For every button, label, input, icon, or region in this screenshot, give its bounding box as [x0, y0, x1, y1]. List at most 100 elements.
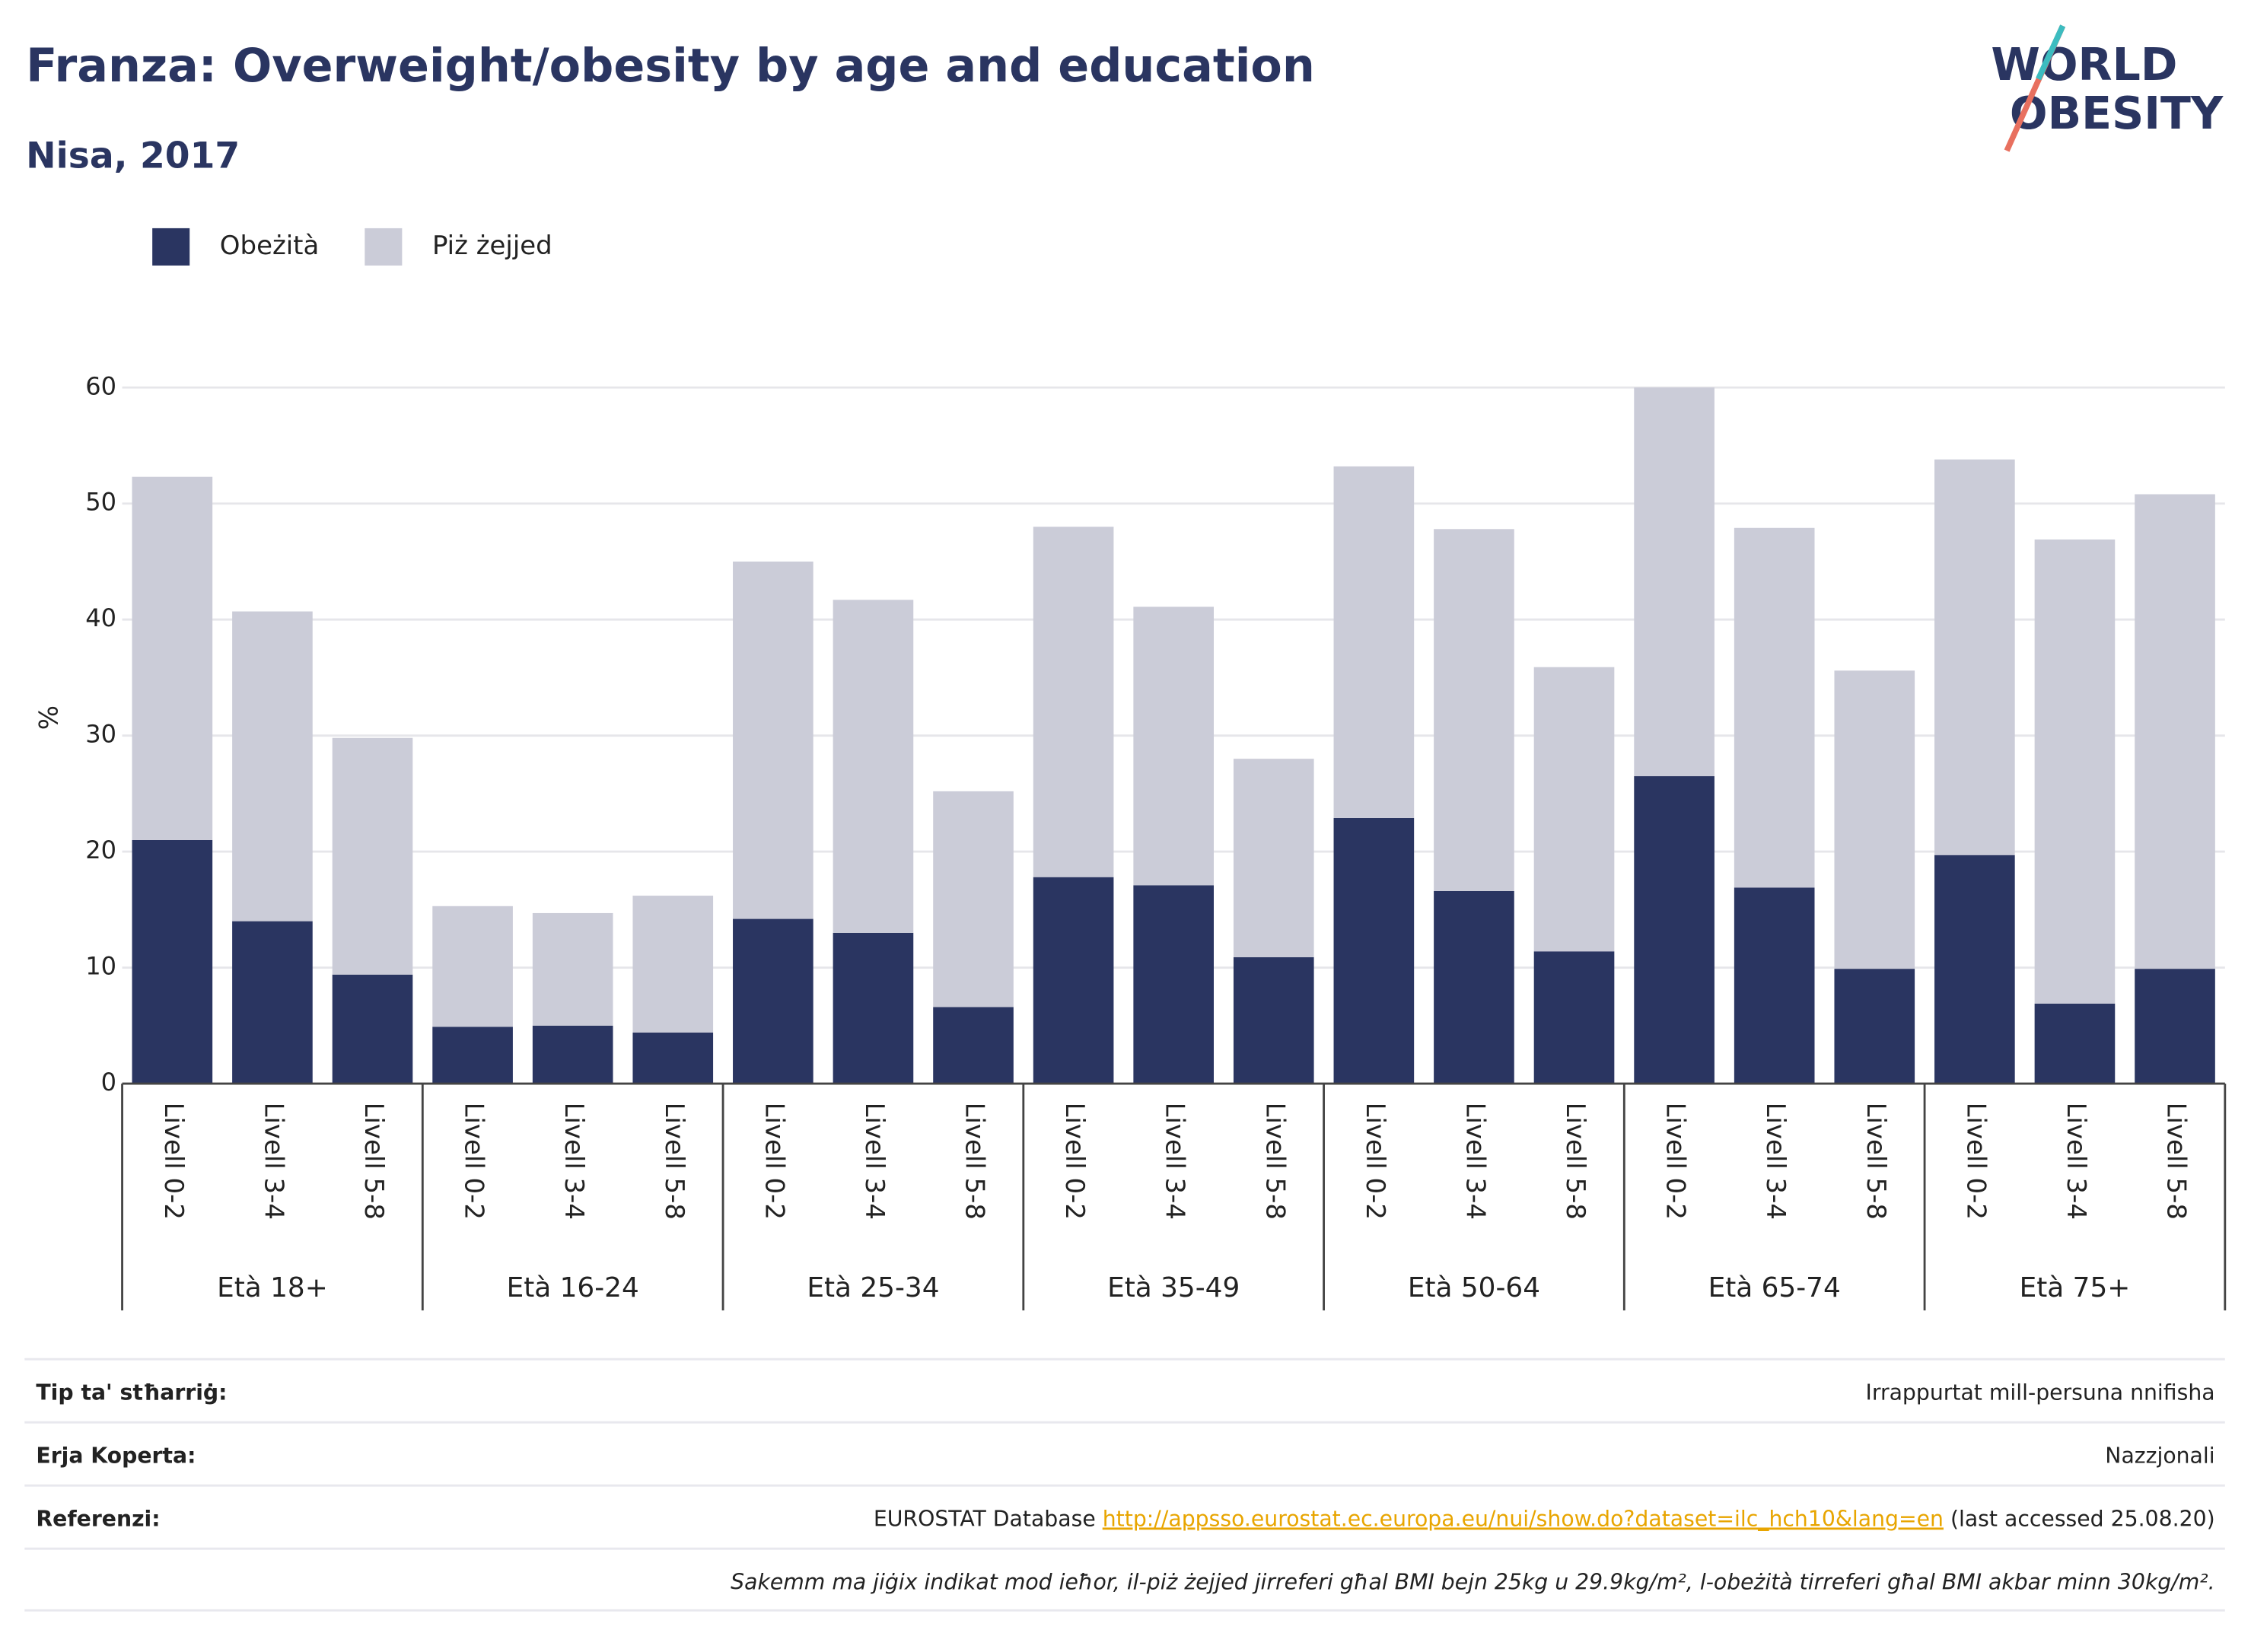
x-tick-label: Livell 3-4	[859, 1103, 890, 1220]
bar-segment	[1333, 817, 1415, 1084]
bar-segment	[833, 932, 914, 1084]
bar-segment	[1934, 459, 2015, 855]
bar-segment	[833, 600, 914, 933]
y-axis-label: %	[34, 705, 65, 730]
bar-segment	[132, 839, 213, 1084]
footer-value: Irrappurtat mill-persuna nnifisha	[1866, 1380, 2215, 1405]
legend-swatch	[365, 228, 403, 266]
x-tick-label: Livell 0-2	[1660, 1103, 1691, 1220]
footer-note: Sakemm ma jiġix indikat mod ieħor, il-pi…	[731, 1569, 2214, 1594]
bar-segment	[1233, 957, 1314, 1084]
bar-segment	[1634, 776, 1715, 1084]
logo-slash	[2036, 24, 2066, 81]
x-tick-label: Livell 0-2	[1360, 1103, 1390, 1220]
bar-segment	[232, 611, 313, 921]
bar-segment	[1434, 890, 1514, 1084]
x-tick-label: Livell 5-8	[1560, 1103, 1590, 1220]
bar-segment	[733, 561, 813, 919]
bar-segment	[1434, 529, 1514, 891]
bar-segment	[132, 476, 213, 840]
logo-text: OBESITY	[2010, 88, 2224, 139]
group-label: Età 50-64	[1408, 1272, 1540, 1303]
x-tick-label: Livell 0-2	[1059, 1103, 1090, 1220]
x-tick-label: Livell 3-4	[2061, 1103, 2091, 1220]
bar-segment	[232, 921, 313, 1084]
bar-segment	[1734, 527, 1815, 888]
x-tick-label: Livell 5-8	[960, 1103, 990, 1220]
bar-segment	[733, 918, 813, 1084]
footer-label: Erja Koperta:	[36, 1443, 196, 1468]
x-tick-label: Livell 5-8	[1259, 1103, 1290, 1220]
bar-segment	[1533, 951, 1615, 1084]
bar-segment	[1133, 885, 1215, 1084]
bar-segment	[432, 906, 513, 1027]
x-tick-label: Livell 3-4	[258, 1103, 288, 1220]
x-tick-label: Livell 5-8	[659, 1103, 689, 1220]
x-tick-label: Livell 5-8	[1861, 1103, 1891, 1220]
bar-segment	[1333, 466, 1415, 818]
y-tick-label: 40	[85, 603, 116, 632]
x-tick-label: Livell 3-4	[1760, 1103, 1791, 1220]
bar-segment	[1834, 969, 1915, 1084]
legend-label: Piż żejjed	[432, 231, 552, 261]
bar-segment	[1834, 670, 1915, 969]
bar-segment	[1533, 667, 1615, 952]
x-tick-label: Livell 3-4	[1460, 1103, 1490, 1220]
footer-value-text: EUROSTAT Database	[874, 1506, 1103, 1531]
bar-segment	[933, 1007, 1014, 1084]
logo-text: WORLD	[1991, 39, 2177, 91]
bar-segment	[532, 1025, 613, 1084]
bar-segment	[632, 1032, 714, 1084]
chart-subtitle: Nisa, 2017	[26, 135, 240, 177]
x-tick-label: Livell 5-8	[2161, 1103, 2192, 1220]
bar-segment	[1033, 527, 1114, 877]
x-tick-label: Livell 0-2	[459, 1103, 489, 1220]
footer-value-text: Irrappurtat mill-persuna nnifisha	[1866, 1380, 2215, 1405]
footer-value: EUROSTAT Database http://appsso.eurostat…	[874, 1506, 2215, 1531]
x-tick-label: Livell 3-4	[559, 1103, 589, 1220]
y-tick-label: 10	[85, 952, 116, 981]
group-label: Età 18+	[217, 1272, 328, 1303]
bar-segment	[2135, 494, 2215, 969]
legend-swatch	[152, 228, 190, 266]
bar-segment	[933, 791, 1014, 1007]
y-tick-label: 60	[85, 371, 116, 400]
bar-segment	[2034, 540, 2116, 1004]
x-tick-label: Livell 3-4	[1160, 1103, 1190, 1220]
group-label: Età 35-49	[1107, 1272, 1240, 1303]
bar-segment	[1133, 606, 1215, 886]
y-tick-label: 50	[85, 488, 116, 517]
bar-segment	[432, 1027, 513, 1084]
group-label: Età 25-34	[807, 1272, 939, 1303]
x-tick-label: Livell 0-2	[158, 1103, 189, 1220]
footer-suffix: (last accessed 25.08.20)	[1944, 1506, 2215, 1531]
bar-segment	[2135, 969, 2215, 1084]
footer-value-text: Nazzjonali	[2105, 1443, 2214, 1468]
footer-label: Referenzi:	[36, 1506, 160, 1531]
bar-segment	[1233, 759, 1314, 957]
bar-segment	[632, 896, 714, 1033]
bar-segment	[1934, 855, 2015, 1084]
group-label: Età 75+	[2020, 1272, 2131, 1303]
legend-label: Obeżità	[220, 231, 319, 261]
bar-segment	[332, 974, 413, 1084]
x-tick-label: Livell 0-2	[759, 1103, 789, 1220]
footer-label: Tip ta' stħarriġ:	[36, 1380, 227, 1405]
bar-segment	[532, 912, 613, 1026]
y-tick-label: 30	[85, 720, 116, 749]
y-tick-label: 0	[101, 1068, 116, 1097]
bar-segment	[332, 737, 413, 975]
bar-segment	[2034, 1003, 2116, 1084]
footer-value: Nazzjonali	[2105, 1443, 2214, 1468]
group-label: Età 65-74	[1708, 1272, 1841, 1303]
bar-segment	[1734, 887, 1815, 1084]
bar-segment	[1634, 387, 1715, 777]
chart-title: Franza: Overweight/obesity by age and ed…	[26, 40, 1315, 93]
group-label: Età 16-24	[507, 1272, 639, 1303]
footer-link: http://appsso.eurostat.ec.europa.eu/nui/…	[1103, 1506, 1944, 1531]
x-tick-label: Livell 0-2	[1960, 1103, 1991, 1220]
y-tick-label: 20	[85, 836, 116, 864]
x-tick-label: Livell 5-8	[358, 1103, 389, 1220]
